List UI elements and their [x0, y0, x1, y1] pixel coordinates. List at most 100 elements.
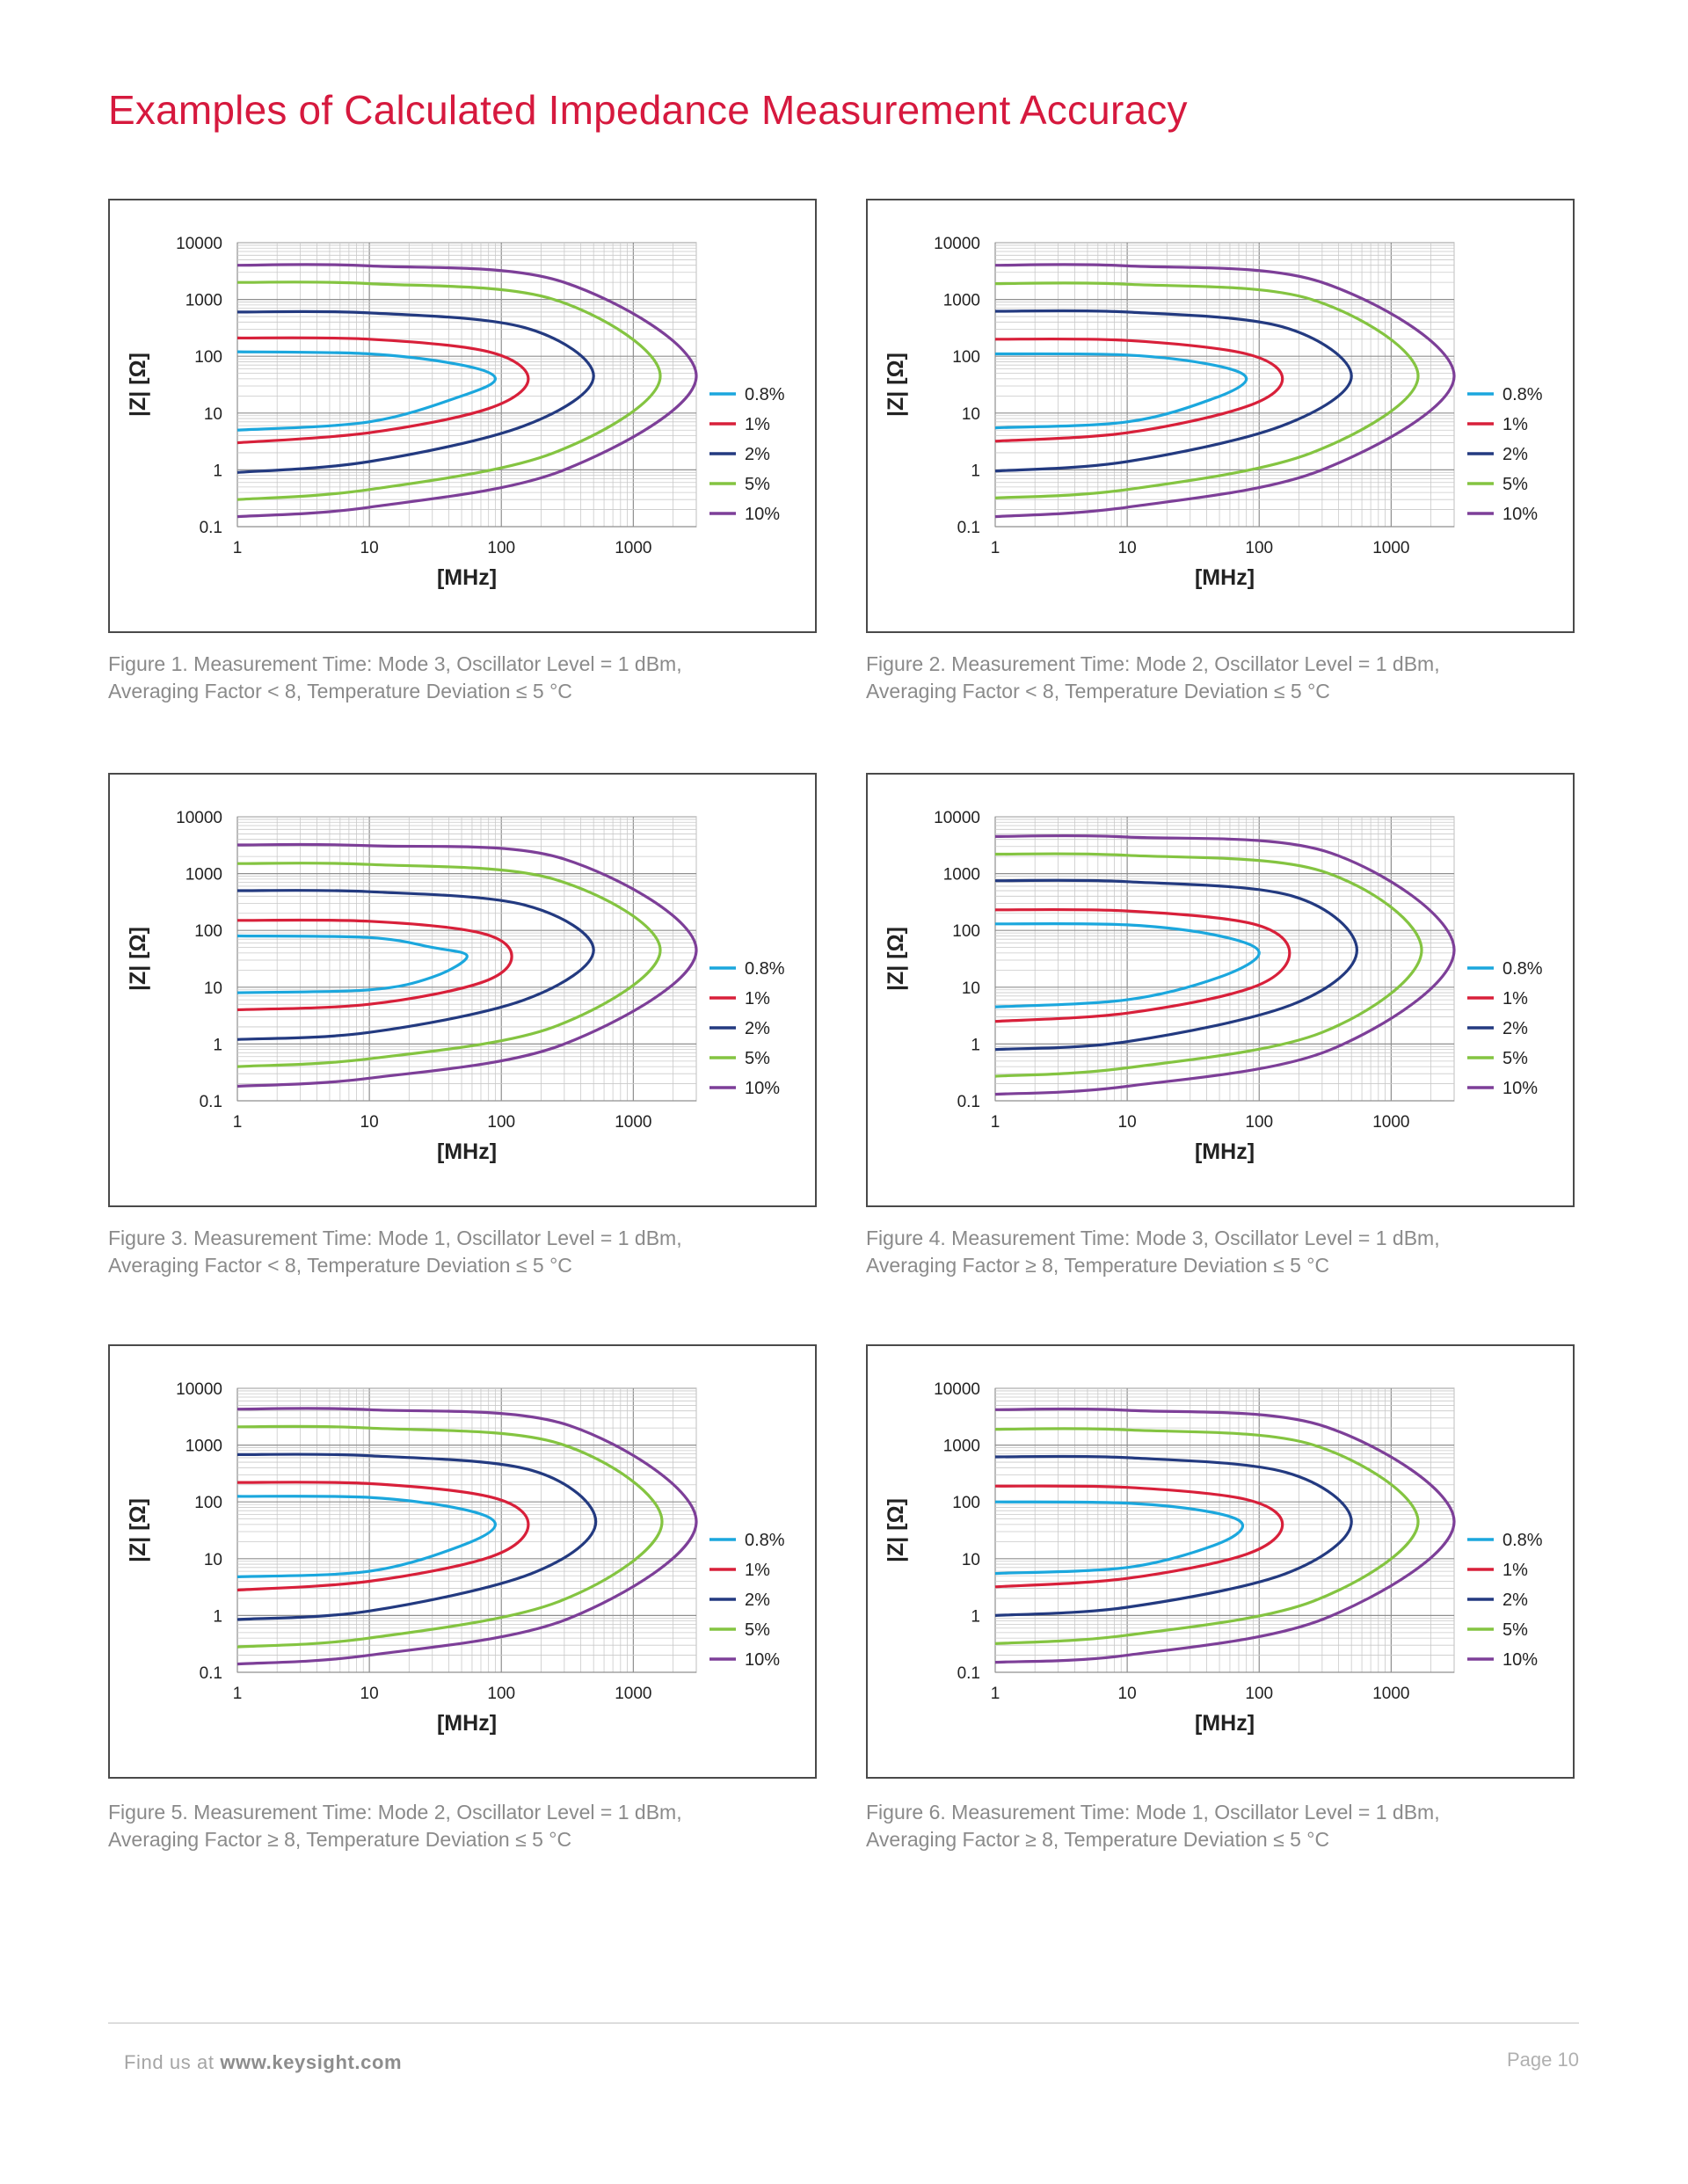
plot-area [994, 242, 1455, 528]
figure-6-plot: 10000 1000 100 10 1 0.1 1 10 100 1000 [MHz] |Z| [Ω]… [884, 1380, 1543, 1736]
y-tick-label: 1 [971, 1036, 980, 1054]
x-tick-label: 1000 [1372, 1113, 1409, 1132]
figure-1-chart: 10000 1000 100 10 1 0.1 1 10 100 1000 [MHz] |Z| [Ω]… [108, 199, 817, 633]
footer-divider [108, 2022, 1579, 2024]
x-tick-label: 10 [360, 1685, 379, 1703]
legend-label: 0.8% [1502, 385, 1543, 404]
page-number: Page 10 [1507, 2049, 1579, 2071]
series-line [994, 878, 1358, 1052]
footer-website-link[interactable]: www.keysight.com [220, 2051, 403, 2073]
y-tick-label: 1 [971, 1607, 980, 1626]
y-axis-label: |Z| [Ω] [884, 353, 908, 417]
plot-area [994, 816, 1455, 1102]
x-tick-label: 10 [1118, 1113, 1137, 1132]
x-axis-label: [MHz] [1195, 1139, 1255, 1164]
x-tick-label: 1000 [1372, 1685, 1409, 1703]
y-tick-label: 10 [204, 405, 222, 424]
x-tick-label: 10 [1118, 1685, 1137, 1703]
legend-label: 10% [745, 1650, 780, 1670]
x-tick-label: 10 [360, 1113, 379, 1132]
x-tick-label: 1000 [615, 539, 651, 557]
legend-label: 0.8% [745, 1531, 785, 1550]
x-tick-label: 1 [991, 539, 1000, 557]
series-1pct [236, 336, 530, 445]
x-tick-label: 1000 [1372, 539, 1409, 557]
x-tick-label: 1 [233, 1685, 243, 1703]
series-0-8pct [236, 1495, 497, 1578]
figure-5-plot: 10000 1000 100 10 1 0.1 1 10 100 1000 [MHz] |Z| [Ω]… [126, 1380, 785, 1736]
y-tick-label: 10 [962, 405, 980, 424]
y-tick-label: 0.1 [200, 519, 222, 537]
y-tick-label: 100 [194, 348, 222, 367]
figure-5-chart: 10000 1000 100 10 1 0.1 1 10 100 1000 [MHz] |Z| [Ω]… [108, 1344, 817, 1779]
x-tick-label: 1 [991, 1685, 1000, 1703]
y-tick-label: 100 [952, 922, 980, 941]
y-tick-label: 1 [213, 462, 222, 480]
series-line [236, 263, 698, 519]
x-tick-label: 1000 [615, 1113, 651, 1132]
series-line [236, 918, 513, 1012]
series-line [994, 263, 1456, 519]
series-2pct [236, 1452, 598, 1621]
legend-label: 5% [1502, 1620, 1528, 1640]
y-tick-label: 0.1 [957, 519, 980, 537]
figure-4-plot: 10000 1000 100 10 1 0.1 1 10 100 1000 [MHz] |Z| [Ω]… [884, 809, 1543, 1164]
series-2pct [236, 309, 595, 474]
series-0-8pct [994, 1500, 1245, 1576]
x-tick-label: 100 [487, 539, 515, 557]
x-axis-label: [MHz] [1195, 1711, 1255, 1736]
series-1pct [994, 1484, 1284, 1589]
series-5pct [236, 280, 662, 501]
x-axis-label: [MHz] [1195, 565, 1255, 590]
legend-label: 0.8% [1502, 959, 1543, 979]
x-tick-label: 100 [1245, 539, 1273, 557]
footer-find-us-label: Find us at [124, 2051, 215, 2073]
x-tick-label: 100 [487, 1685, 515, 1703]
legend-label: 2% [1502, 445, 1528, 464]
y-tick-label: 10000 [176, 809, 222, 827]
x-tick-label: 10 [1118, 539, 1137, 557]
y-tick-label: 1000 [943, 292, 980, 310]
figure-5-caption-line-2: Averaging Factor ≥ 8, Temperature Deviat… [108, 1828, 572, 1851]
y-axis-label: |Z| [Ω] [884, 1498, 908, 1562]
y-tick-label: 10000 [934, 809, 980, 827]
series-1pct [994, 907, 1291, 1023]
x-axis-label: [MHz] [437, 1139, 497, 1164]
page-title: Examples of Calculated Impedance Measure… [108, 87, 1188, 133]
y-tick-label: 1000 [186, 292, 222, 310]
x-tick-label: 1000 [615, 1685, 651, 1703]
series-0-8pct [994, 352, 1248, 430]
figure-2-caption-line-2: Averaging Factor < 8, Temperature Deviat… [866, 680, 1330, 703]
figure-2-caption: Figure 2. Measurement Time: Mode 2, Osci… [866, 651, 1622, 705]
y-tick-label: 1 [213, 1036, 222, 1054]
series-0-8pct [236, 350, 497, 432]
series-line [236, 309, 595, 474]
series-line [236, 1481, 530, 1592]
y-tick-label: 1 [213, 1607, 222, 1626]
series-1pct [994, 337, 1284, 443]
series-5pct [236, 1424, 664, 1649]
series-10pct [994, 1407, 1456, 1664]
series-line [236, 1424, 664, 1649]
y-tick-label: 100 [952, 1494, 980, 1512]
y-tick-label: 1 [971, 462, 980, 480]
y-tick-label: 1000 [943, 1438, 980, 1456]
legend-label: 2% [1502, 1591, 1528, 1610]
series-5pct [994, 1427, 1420, 1645]
series-5pct [994, 852, 1423, 1078]
plot-area [236, 242, 697, 528]
y-tick-label: 10000 [934, 235, 980, 253]
y-tick-label: 1000 [186, 866, 222, 885]
legend-label: 5% [745, 1620, 770, 1640]
y-tick-label: 100 [194, 922, 222, 941]
series-0-8pct [994, 921, 1261, 1008]
series-10pct [236, 1407, 698, 1666]
plot-area [994, 1387, 1455, 1673]
y-axis-label: |Z| [Ω] [126, 927, 150, 991]
y-tick-label: 1000 [186, 1438, 222, 1456]
legend-label: 2% [745, 445, 770, 464]
y-tick-label: 10000 [176, 235, 222, 253]
x-tick-label: 1 [233, 1113, 243, 1132]
y-tick-label: 10000 [176, 1380, 222, 1399]
figure-1-caption-line-1: Figure 1. Measurement Time: Mode 3, Osci… [108, 652, 682, 675]
